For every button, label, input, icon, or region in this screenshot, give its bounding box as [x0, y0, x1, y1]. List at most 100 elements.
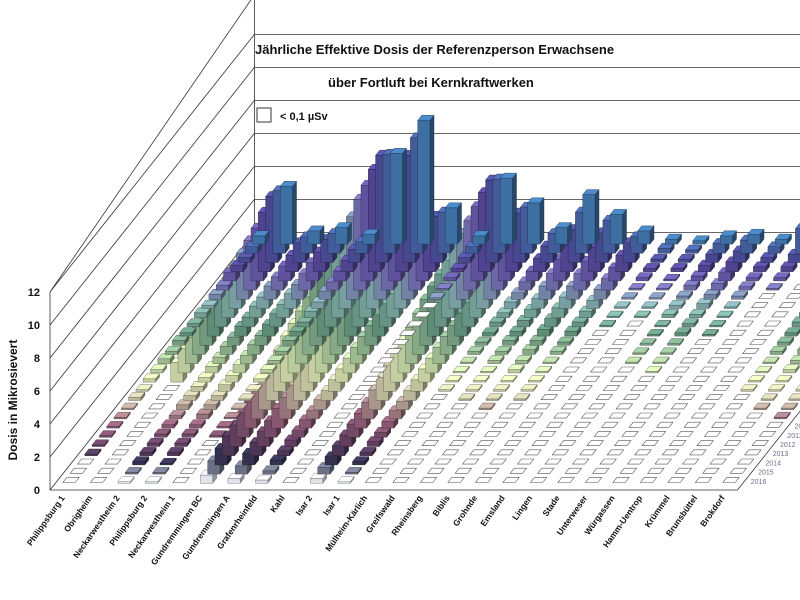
bar-top-face: [216, 421, 234, 427]
bar-side-face: [594, 189, 600, 245]
bar-front-face: [745, 277, 759, 282]
bar-front-face: [625, 361, 638, 364]
bar-below-threshold: [533, 403, 551, 410]
bar-front-face: [458, 398, 472, 401]
y-tick-label: 6: [34, 386, 40, 398]
bar-below-threshold: [518, 421, 537, 428]
bar-front-face: [500, 177, 513, 245]
bar-below-threshold: [626, 320, 644, 327]
bar: [197, 371, 215, 383]
bar: [326, 421, 344, 428]
bar: [684, 244, 703, 254]
bar: [377, 357, 395, 364]
bar: [576, 348, 595, 355]
bar: [307, 225, 325, 245]
bar-front-face: [496, 312, 510, 318]
bar-below-threshold: [547, 385, 566, 391]
bar-below-threshold: [582, 375, 601, 382]
bar: [780, 261, 798, 273]
bar-below-threshold: [386, 449, 405, 456]
bar: [282, 477, 300, 483]
bar: [665, 375, 683, 382]
bar-front-face: [436, 288, 449, 291]
bar-top-face: [535, 366, 553, 372]
bar-below-threshold: [483, 431, 502, 437]
chart-title: Jährliche Effektive Dosis der Referenzpe…: [255, 42, 614, 57]
left-wall-gridline: [49, 67, 255, 326]
bar: [106, 420, 124, 429]
y-tick-label: 12: [28, 287, 40, 299]
bar-below-threshold: [140, 412, 159, 419]
bar-top-face: [337, 476, 355, 482]
bar: [694, 477, 713, 483]
bar-below-threshold: [604, 348, 623, 355]
bar-top-face: [514, 355, 533, 361]
bar-front-face: [473, 380, 486, 383]
bar-front-face: [121, 407, 134, 410]
bar: [778, 302, 797, 309]
bar-front-face: [549, 351, 563, 355]
bar-front-face: [225, 375, 239, 383]
bar: [520, 384, 538, 392]
bar-below-threshold: [758, 431, 777, 437]
bar: [750, 302, 769, 309]
bar: [389, 147, 407, 245]
bar: [262, 465, 280, 475]
bar: [657, 242, 675, 254]
bar: [628, 421, 647, 428]
bar-top-face: [458, 393, 476, 400]
bar: [788, 393, 800, 401]
bar: [566, 431, 584, 437]
bar-front-face: [445, 380, 459, 383]
bar-below-threshold: [741, 348, 760, 355]
bar-top-face: [664, 233, 682, 240]
bar-top-face: [437, 384, 456, 390]
bar-top-face: [500, 375, 518, 381]
bar: [474, 336, 492, 346]
bar-front-face: [781, 407, 794, 410]
bar-below-threshold: [377, 357, 395, 364]
bar: [104, 458, 122, 465]
bar-top-face: [723, 301, 741, 308]
bar: [289, 467, 308, 474]
bar: [128, 391, 146, 402]
bar-front-face: [333, 270, 346, 282]
bar: [775, 374, 793, 383]
bar-below-threshold: [413, 311, 432, 318]
bar-front-face: [760, 398, 774, 401]
bar-front-face: [117, 481, 131, 484]
bar: [642, 262, 661, 273]
bar: [501, 334, 520, 346]
bar: [738, 281, 756, 291]
bar-below-threshold: [186, 458, 205, 465]
bar-below-threshold: [657, 385, 676, 391]
bar-front-face: [245, 246, 258, 254]
bar-front-face: [465, 246, 478, 254]
bar-front-face: [450, 268, 464, 272]
site-label: Isar 1: [321, 493, 342, 517]
bar-below-threshold: [567, 394, 586, 401]
bar-below-threshold: [201, 440, 220, 447]
bar: [496, 307, 514, 319]
site-label: Gundremmingen BC: [149, 493, 205, 566]
bar: [190, 380, 208, 392]
bar-front-face: [768, 389, 781, 392]
bar: [657, 385, 676, 391]
bar-below-threshold: [586, 440, 605, 447]
bar-top-face: [467, 346, 485, 352]
bar: [661, 308, 679, 319]
bar-front-face: [760, 257, 774, 263]
bar-below-threshold: [126, 431, 144, 437]
bar: [721, 339, 740, 345]
bar: [646, 328, 664, 337]
bar: [162, 385, 181, 391]
bar: [635, 412, 654, 419]
bar-front-face: [637, 230, 651, 245]
bar: [164, 345, 182, 356]
bar: [494, 345, 512, 356]
bar-front-face: [528, 380, 541, 383]
bar-front-face: [716, 315, 730, 318]
bar-front-face: [223, 417, 237, 420]
bar-top-face: [166, 447, 185, 453]
bar-top-face: [362, 228, 380, 235]
